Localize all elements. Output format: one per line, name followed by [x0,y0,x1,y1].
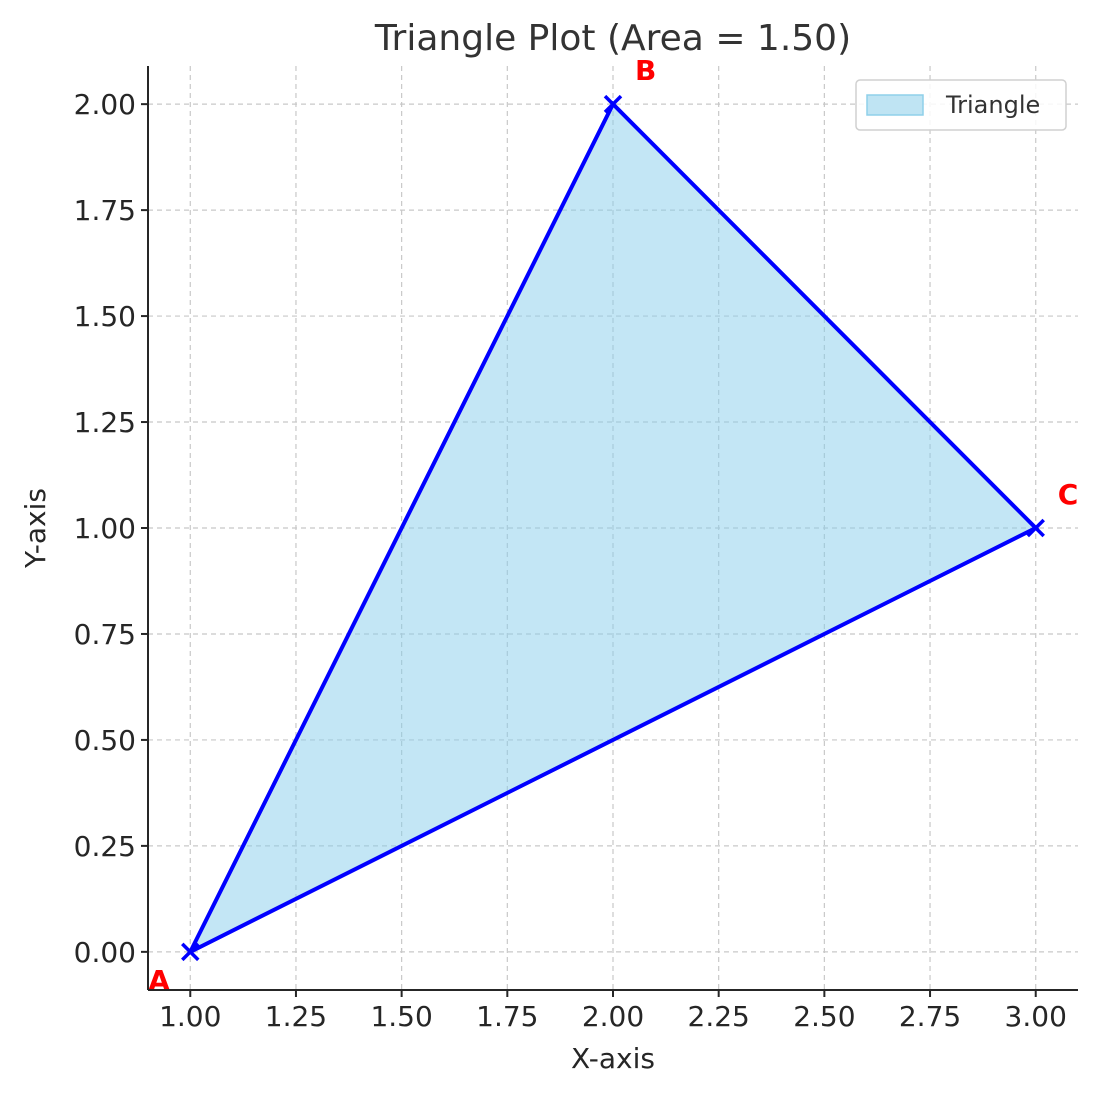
x-tick-label: 2.00 [582,1000,644,1033]
x-tick-label: 2.50 [793,1000,855,1033]
y-tick-label: 0.25 [74,830,136,863]
axes: 1.00 1.25 1.50 1.75 2.00 2.25 2.50 2.75 3.00 0.00… [74,66,1078,1033]
y-tick-label: 0.00 [74,936,136,969]
chart-title: Triangle Plot (Area = 1.50) [374,18,851,59]
x-tick-label: 2.25 [688,1000,750,1033]
x-tick-label: 3.00 [1005,1000,1067,1033]
y-tick-label: 2.00 [74,88,136,121]
y-tick-label: 1.75 [74,194,136,227]
x-tick-label: 1.00 [159,1000,221,1033]
vertex-marker-a [181,942,200,962]
x-axis-label: X-axis [571,1042,655,1075]
x-tick-label: 2.75 [899,1000,961,1033]
legend-box [855,79,1067,131]
y-tick-label: 1.50 [74,300,136,333]
vertex-label-c: C [1058,478,1079,511]
vertex-marker-c [1026,518,1045,538]
x-tick-label: 1.75 [476,1000,538,1033]
legend-swatch [866,94,924,116]
y-tick-label: 1.00 [74,512,136,545]
vertex-label-a: A [148,964,170,997]
vertex-label-b: B [635,54,656,87]
legend-label: Triangle [945,91,1040,119]
y-tick-label: 0.50 [74,724,136,757]
x-tick-label: 1.25 [265,1000,327,1033]
triangle-outline [185,100,1040,957]
y-tick-label: 0.75 [74,618,136,651]
plot-area: A B C [148,54,1078,997]
legend: Triangle [855,79,1067,131]
vertex-marker-b [603,94,623,114]
x-tick-label: 1.50 [370,1000,432,1033]
y-axis-label: Y-axis [19,488,52,569]
y-tick-label: 1.25 [74,406,136,439]
